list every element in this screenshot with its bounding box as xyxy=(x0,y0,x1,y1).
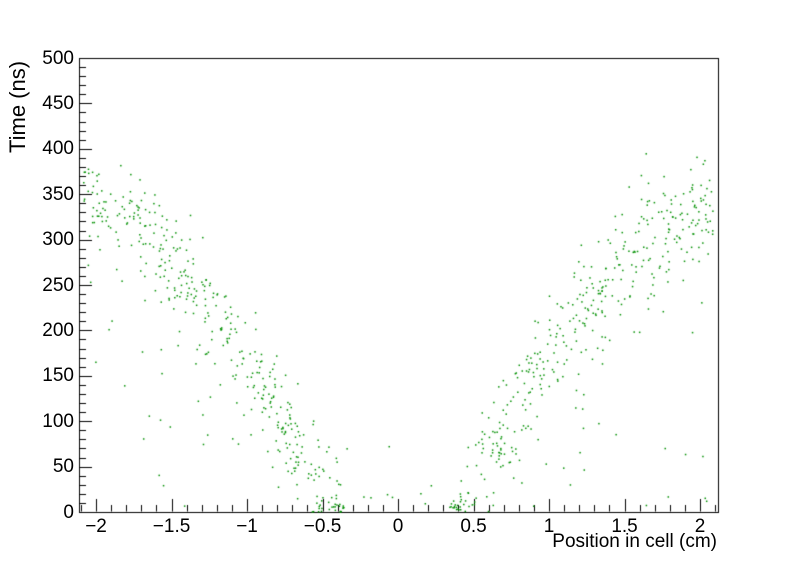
x-tick-label: −2 xyxy=(85,516,107,537)
y-tick-label: 250 xyxy=(42,274,74,296)
y-tick-label: 100 xyxy=(42,410,74,432)
x-tick-label: 1 xyxy=(543,516,555,537)
y-tick-label: 350 xyxy=(42,183,74,205)
x-tick-label: 2 xyxy=(694,516,706,537)
x-tick-label: 0 xyxy=(392,516,404,537)
y-tick-label: 500 xyxy=(42,47,74,69)
x-tick-label: 1.5 xyxy=(611,516,638,537)
x-tick-label: −1.5 xyxy=(152,516,191,537)
y-tick-label: 0 xyxy=(63,501,74,523)
x-tick-label: −0.5 xyxy=(303,516,342,537)
y-tick-label: 400 xyxy=(42,138,74,160)
y-tick-label: 200 xyxy=(42,319,74,341)
x-tick-label: 0.5 xyxy=(460,516,487,537)
y-tick-label: 150 xyxy=(42,365,74,387)
y-tick-label: 300 xyxy=(42,229,74,251)
x-tick-label: −1 xyxy=(236,516,258,537)
y-tick-label: 450 xyxy=(42,92,74,114)
y-tick-label: 50 xyxy=(52,456,74,478)
x-axis-title: Position in cell (cm) xyxy=(552,531,717,552)
